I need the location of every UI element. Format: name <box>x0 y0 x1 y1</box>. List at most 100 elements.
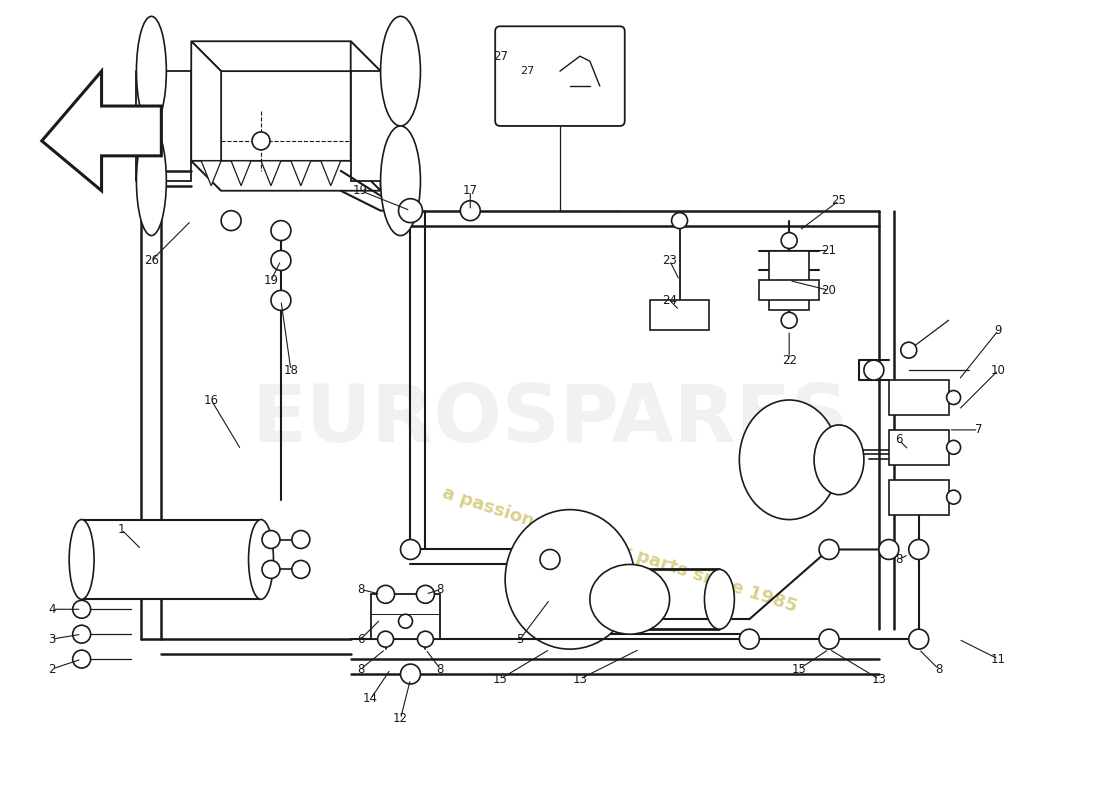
Polygon shape <box>351 71 400 181</box>
Polygon shape <box>191 42 381 71</box>
Ellipse shape <box>739 400 839 519</box>
Polygon shape <box>290 161 311 186</box>
Ellipse shape <box>864 360 883 380</box>
Polygon shape <box>152 71 191 181</box>
Ellipse shape <box>381 126 420 235</box>
Circle shape <box>417 586 434 603</box>
Circle shape <box>271 221 290 241</box>
Circle shape <box>947 440 960 454</box>
Text: 6: 6 <box>895 434 902 446</box>
Text: 10: 10 <box>991 364 1005 377</box>
Text: 13: 13 <box>871 673 887 686</box>
Text: 24: 24 <box>662 294 678 307</box>
Polygon shape <box>351 42 381 190</box>
Circle shape <box>271 290 290 310</box>
Text: 8: 8 <box>358 662 364 675</box>
Circle shape <box>781 233 798 249</box>
Circle shape <box>901 342 916 358</box>
Ellipse shape <box>814 425 864 494</box>
Text: 8: 8 <box>935 662 943 675</box>
Circle shape <box>739 630 759 649</box>
Circle shape <box>252 132 270 150</box>
Text: 27: 27 <box>493 50 508 62</box>
Text: 14: 14 <box>363 693 378 706</box>
Text: 6: 6 <box>356 633 364 646</box>
Circle shape <box>262 530 279 549</box>
Circle shape <box>540 550 560 570</box>
Circle shape <box>292 530 310 549</box>
Bar <box>81 519 261 599</box>
Circle shape <box>418 631 433 647</box>
Bar <box>889 480 948 514</box>
Circle shape <box>947 490 960 504</box>
Text: 16: 16 <box>204 394 219 406</box>
Ellipse shape <box>381 16 420 126</box>
Polygon shape <box>201 161 221 186</box>
Text: 3: 3 <box>48 633 55 646</box>
Circle shape <box>376 586 395 603</box>
Text: 5: 5 <box>516 633 524 646</box>
Polygon shape <box>191 42 221 190</box>
Bar <box>371 594 440 639</box>
Bar <box>889 380 948 415</box>
Circle shape <box>672 213 688 229</box>
Text: 8: 8 <box>358 583 364 596</box>
Text: 9: 9 <box>994 324 1002 337</box>
Text: 7: 7 <box>975 423 982 436</box>
Text: 23: 23 <box>662 254 676 267</box>
Polygon shape <box>261 161 280 186</box>
Circle shape <box>820 630 839 649</box>
Text: 18: 18 <box>284 364 298 377</box>
Circle shape <box>292 561 310 578</box>
Ellipse shape <box>249 519 274 599</box>
FancyBboxPatch shape <box>495 26 625 126</box>
Ellipse shape <box>136 16 166 126</box>
Text: 4: 4 <box>48 602 55 616</box>
Ellipse shape <box>69 519 95 599</box>
Circle shape <box>73 600 90 618</box>
Text: 8: 8 <box>437 583 444 596</box>
Text: 19: 19 <box>353 184 369 198</box>
Circle shape <box>879 539 899 559</box>
Circle shape <box>398 614 412 628</box>
Polygon shape <box>321 161 341 186</box>
Bar <box>759 281 820 300</box>
Circle shape <box>262 561 279 578</box>
Circle shape <box>418 586 433 602</box>
Ellipse shape <box>704 570 735 630</box>
Polygon shape <box>231 161 251 186</box>
Text: 27: 27 <box>520 66 535 76</box>
Text: 25: 25 <box>832 194 846 207</box>
Ellipse shape <box>505 510 635 649</box>
Circle shape <box>400 664 420 684</box>
Bar <box>889 430 948 465</box>
Ellipse shape <box>136 126 166 235</box>
Circle shape <box>909 630 928 649</box>
Text: 17: 17 <box>463 184 477 198</box>
Text: 21: 21 <box>822 244 836 257</box>
Circle shape <box>909 539 928 559</box>
Circle shape <box>820 539 839 559</box>
Circle shape <box>271 250 290 270</box>
Text: 20: 20 <box>822 284 836 297</box>
Polygon shape <box>191 161 381 190</box>
Circle shape <box>221 210 241 230</box>
Text: 19: 19 <box>264 274 278 287</box>
Text: 13: 13 <box>572 673 587 686</box>
Circle shape <box>377 631 394 647</box>
Bar <box>769 250 810 310</box>
Text: 2: 2 <box>48 662 55 675</box>
Text: 8: 8 <box>895 553 902 566</box>
Text: 15: 15 <box>493 673 507 686</box>
Circle shape <box>460 201 481 221</box>
Ellipse shape <box>590 565 670 634</box>
Circle shape <box>73 650 90 668</box>
Circle shape <box>377 586 394 602</box>
Text: 8: 8 <box>437 662 444 675</box>
Text: 15: 15 <box>792 662 806 675</box>
Circle shape <box>73 626 90 643</box>
Text: 1: 1 <box>118 523 125 536</box>
Text: 12: 12 <box>393 712 408 726</box>
Circle shape <box>398 198 422 222</box>
Circle shape <box>947 390 960 405</box>
